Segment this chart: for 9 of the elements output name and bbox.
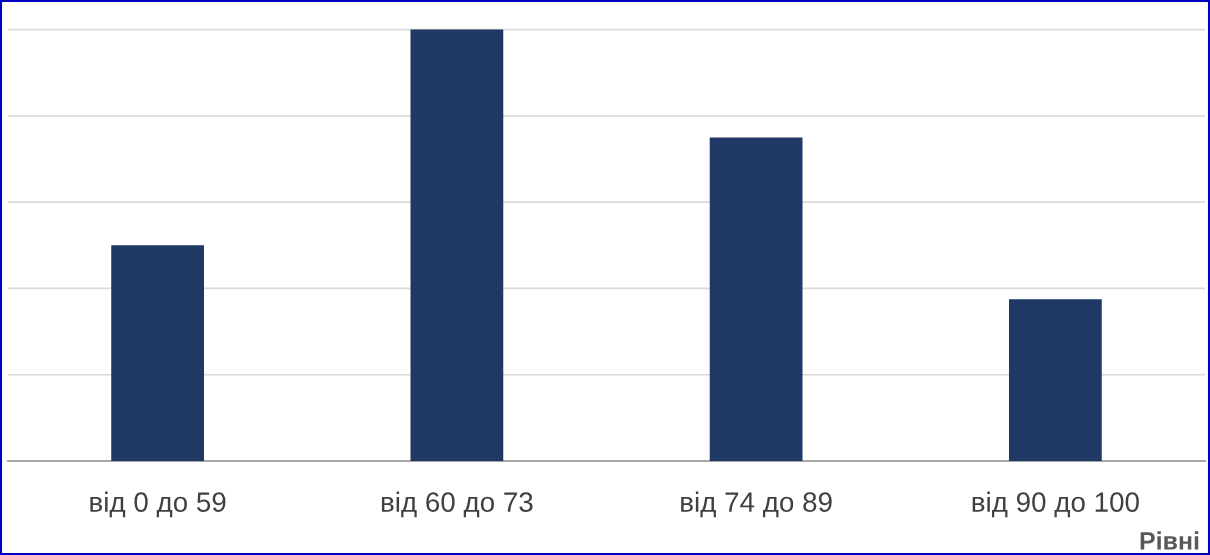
x-tick-label: від 74 до 89	[681, 491, 832, 518]
x-tick-label: від 0 до 59	[90, 491, 226, 518]
bar	[111, 245, 205, 461]
bar	[709, 137, 803, 461]
x-tick-label: від 60 до 73	[381, 491, 533, 518]
bar	[1008, 299, 1102, 461]
x-axis-title: Рівні	[1140, 531, 1199, 550]
bar	[410, 29, 504, 461]
x-tick-label: від 90 до 100	[972, 491, 1139, 518]
